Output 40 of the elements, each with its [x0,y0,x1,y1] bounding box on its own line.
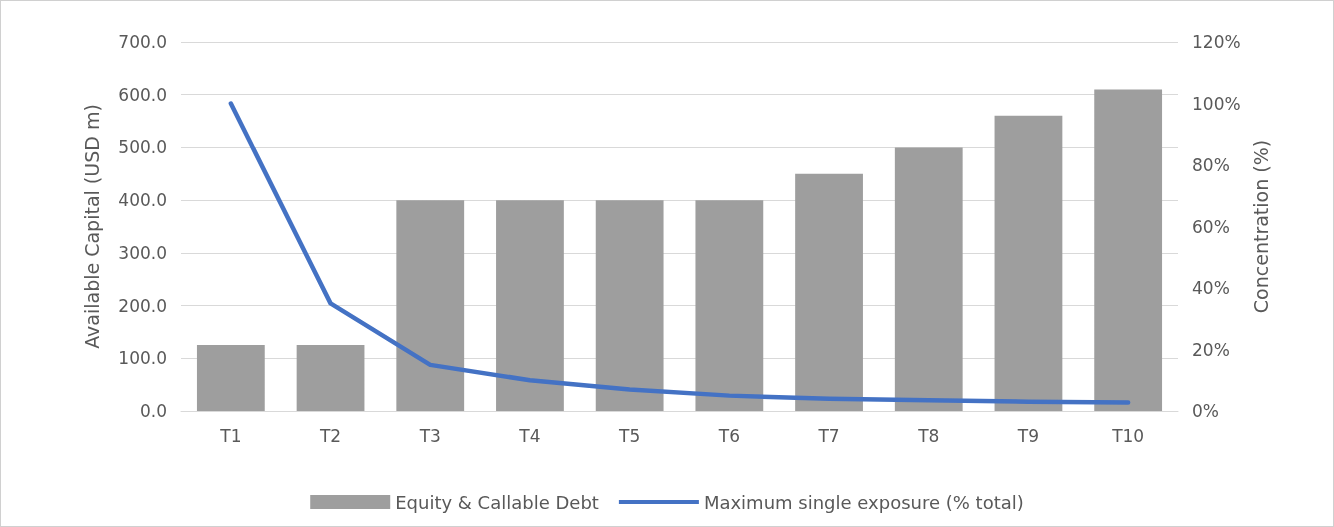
x-tick-label: T10 [1111,425,1145,446]
y2-tick-label: 20% [1192,339,1230,360]
x-tick-label: T3 [418,425,441,446]
y2-tick-label: 60% [1192,216,1230,237]
bar [994,115,1063,411]
y-tick-label: 300.0 [118,242,167,263]
y2-tick-label: 80% [1192,155,1230,175]
y-tick-label: 600.0 [118,84,167,105]
bar [894,147,963,411]
line-series [228,101,1131,405]
bar [396,200,465,411]
y-tick-label: 400.0 [118,190,167,211]
y-tick-label: 200.0 [118,295,167,316]
x-tick-label: T2 [318,425,342,446]
bar [196,345,265,411]
bar [695,200,764,411]
x-tick-label: T1 [219,425,242,446]
legend-label: Maximum single exposure (% total) [703,491,1024,513]
bar [595,200,664,411]
y-tick-label: 100.0 [118,348,167,369]
x-tick-label: T6 [717,425,740,446]
y2-tick-label: 100% [1192,93,1241,114]
bar [296,345,365,411]
legend-label: Equity & Callable Debt [395,491,599,513]
x-tick-label: T5 [618,425,641,446]
y-tick-label: 500.0 [118,137,167,158]
bar [795,173,863,411]
bar [496,200,564,411]
bar [1094,89,1163,411]
x-tick-label: T4 [518,425,541,446]
y-tick-label: 700.0 [118,32,167,52]
y2-axis-title: Concentration (%) [1250,139,1272,314]
y2-tick-label: 120% [1192,32,1241,52]
y-axis-title: Available Capital (USD m) [80,104,103,349]
x-tick-label: T8 [917,425,940,446]
y-tick-label: 0.0 [139,401,167,421]
x-tick-label: T9 [1016,425,1040,446]
y2-tick-label: 0% [1192,401,1219,421]
y2-tick-label: 40% [1192,278,1230,298]
x-tick-label: T7 [817,425,840,446]
